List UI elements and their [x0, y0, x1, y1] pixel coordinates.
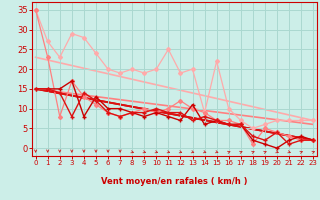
X-axis label: Vent moyen/en rafales ( km/h ): Vent moyen/en rafales ( km/h )	[101, 177, 248, 186]
